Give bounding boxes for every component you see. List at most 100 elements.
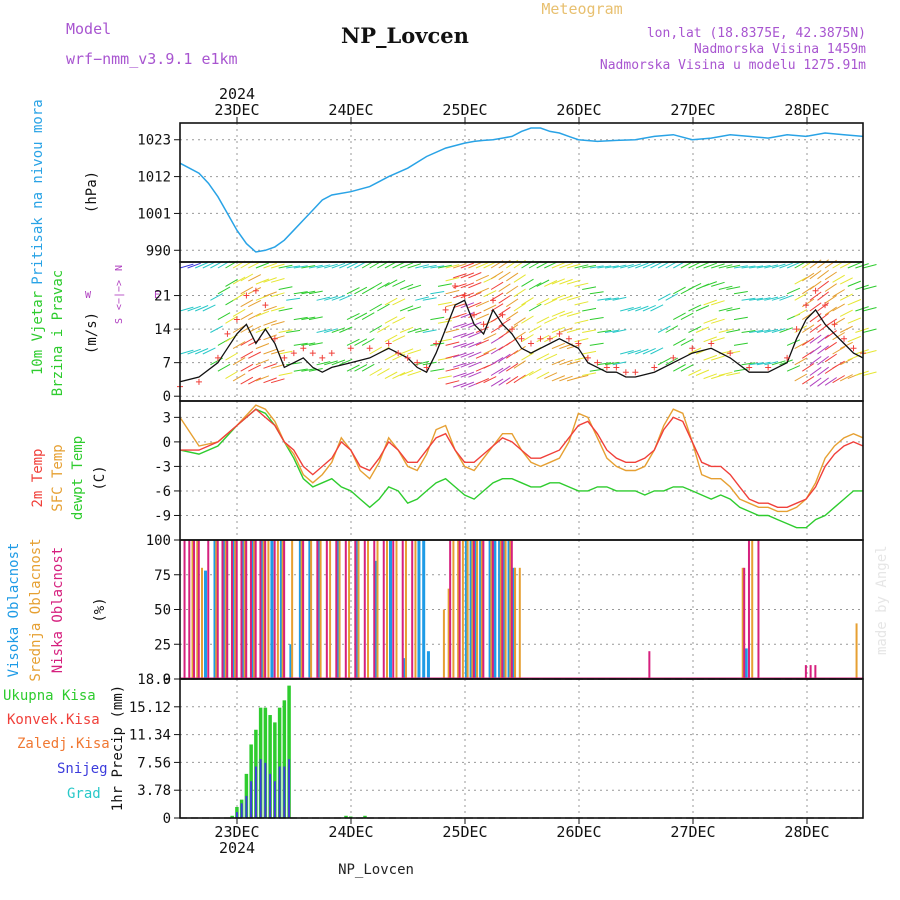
wind-barb	[711, 374, 725, 380]
wind-barb	[824, 271, 837, 281]
wind-barb	[286, 297, 301, 301]
high-cloud-bar	[260, 540, 264, 679]
high-cloud-bar	[374, 560, 378, 679]
mid-cloud-bar	[471, 540, 474, 679]
wind-barb	[809, 356, 822, 366]
wind-barb	[862, 371, 877, 376]
high-cloud-bar	[241, 540, 245, 679]
temp-unit: (C)	[92, 465, 108, 490]
gust-marker	[812, 287, 819, 294]
wind-barb	[695, 305, 710, 312]
legend-hail: Grad	[67, 786, 101, 802]
wind-barb	[695, 326, 710, 333]
wind-barb	[582, 372, 597, 376]
wind-barb	[248, 377, 262, 385]
wind-barb	[521, 297, 534, 306]
wind-barb	[718, 285, 733, 290]
high-cloud-bar	[502, 540, 506, 679]
temp-title-2: SFC Temp	[50, 444, 66, 511]
wind-barb	[468, 262, 482, 269]
low-cloud-bar	[226, 540, 229, 679]
wind-barb	[756, 329, 771, 333]
wind-barb	[847, 280, 861, 287]
snow-bar	[273, 781, 276, 818]
wind-barb	[802, 363, 815, 372]
gust-marker	[423, 364, 430, 371]
mid-cloud-bar	[276, 540, 279, 679]
low-cloud-bar	[335, 540, 338, 679]
wind-barb	[445, 380, 460, 385]
total-precip-bar	[344, 815, 348, 818]
wind-barb	[278, 329, 293, 333]
high-cloud-bar	[317, 540, 321, 679]
mid-cloud-bar	[357, 540, 360, 679]
wind-barb	[817, 269, 830, 280]
y-tick-label-temp: 0	[163, 435, 171, 451]
high-cloud-bar	[403, 658, 407, 679]
wind-barb	[475, 261, 490, 269]
wind-barb	[301, 368, 316, 372]
mid-cloud-bar	[490, 540, 493, 679]
mid-cloud-bar	[338, 540, 341, 679]
wind-barb	[794, 341, 808, 350]
wind-barb	[399, 262, 414, 269]
wind-barb	[824, 306, 837, 316]
wind-barb	[612, 361, 627, 366]
temp-title-3: dewpt Temp	[70, 436, 86, 520]
wind-barb	[604, 361, 619, 366]
wind-barb	[559, 295, 573, 301]
wind-barb	[240, 338, 254, 346]
wind-barb	[703, 262, 717, 269]
gust-marker	[603, 364, 610, 371]
legend-snow: Snijeg	[57, 761, 108, 777]
wind-barb	[377, 282, 390, 290]
low-cloud-bar	[254, 540, 257, 679]
wind-barb	[392, 279, 406, 287]
wind-barb	[217, 312, 231, 321]
wind-barb	[354, 312, 368, 321]
high-cloud-bar	[213, 540, 217, 679]
y-tick-label-precip: 0	[163, 811, 171, 827]
snow-bar	[283, 766, 286, 818]
wind-barb	[210, 293, 223, 301]
gust-marker	[471, 311, 478, 318]
wind-barb	[377, 303, 390, 312]
mid-cloud-bar	[191, 540, 194, 679]
wind-barb	[286, 329, 301, 333]
mid-cloud-bar	[514, 567, 517, 679]
total-precip-bar	[273, 722, 277, 818]
wind-barb	[642, 261, 656, 269]
gust-marker	[433, 340, 440, 347]
wind-barb	[369, 325, 383, 333]
wind-barb	[612, 264, 627, 269]
wind-barb	[566, 312, 581, 317]
low-cloud-bar	[491, 540, 494, 679]
wind-barb	[703, 354, 717, 361]
wind-barb	[483, 376, 497, 384]
wind-barb	[627, 263, 642, 269]
sfc-temp-line	[179, 404, 864, 513]
x-tick-bottom-25DEC: 25DEC	[442, 823, 487, 841]
gust-marker	[831, 321, 838, 328]
wind-barb	[665, 357, 679, 366]
wind-barb	[399, 283, 414, 290]
mid-cloud-bar	[499, 540, 502, 679]
mid-cloud-bar	[518, 567, 521, 679]
wind-barb	[377, 325, 390, 333]
gust-marker	[546, 335, 553, 342]
low-cloud-bar	[325, 540, 328, 679]
wind-barb	[232, 292, 246, 301]
wind-barb	[673, 286, 686, 295]
wind-barb	[293, 316, 308, 321]
wind-barb	[839, 277, 853, 285]
wind-barb	[453, 342, 467, 348]
panel-frame-5	[179, 678, 864, 819]
wind-barb	[566, 328, 581, 333]
wind-barb	[513, 360, 526, 369]
high-cloud-bar	[493, 540, 497, 679]
wind-barb	[278, 372, 293, 376]
wind-barb	[771, 263, 786, 269]
wind-barb	[384, 297, 398, 306]
wind-barb	[665, 325, 679, 333]
wind-barb	[862, 328, 877, 333]
